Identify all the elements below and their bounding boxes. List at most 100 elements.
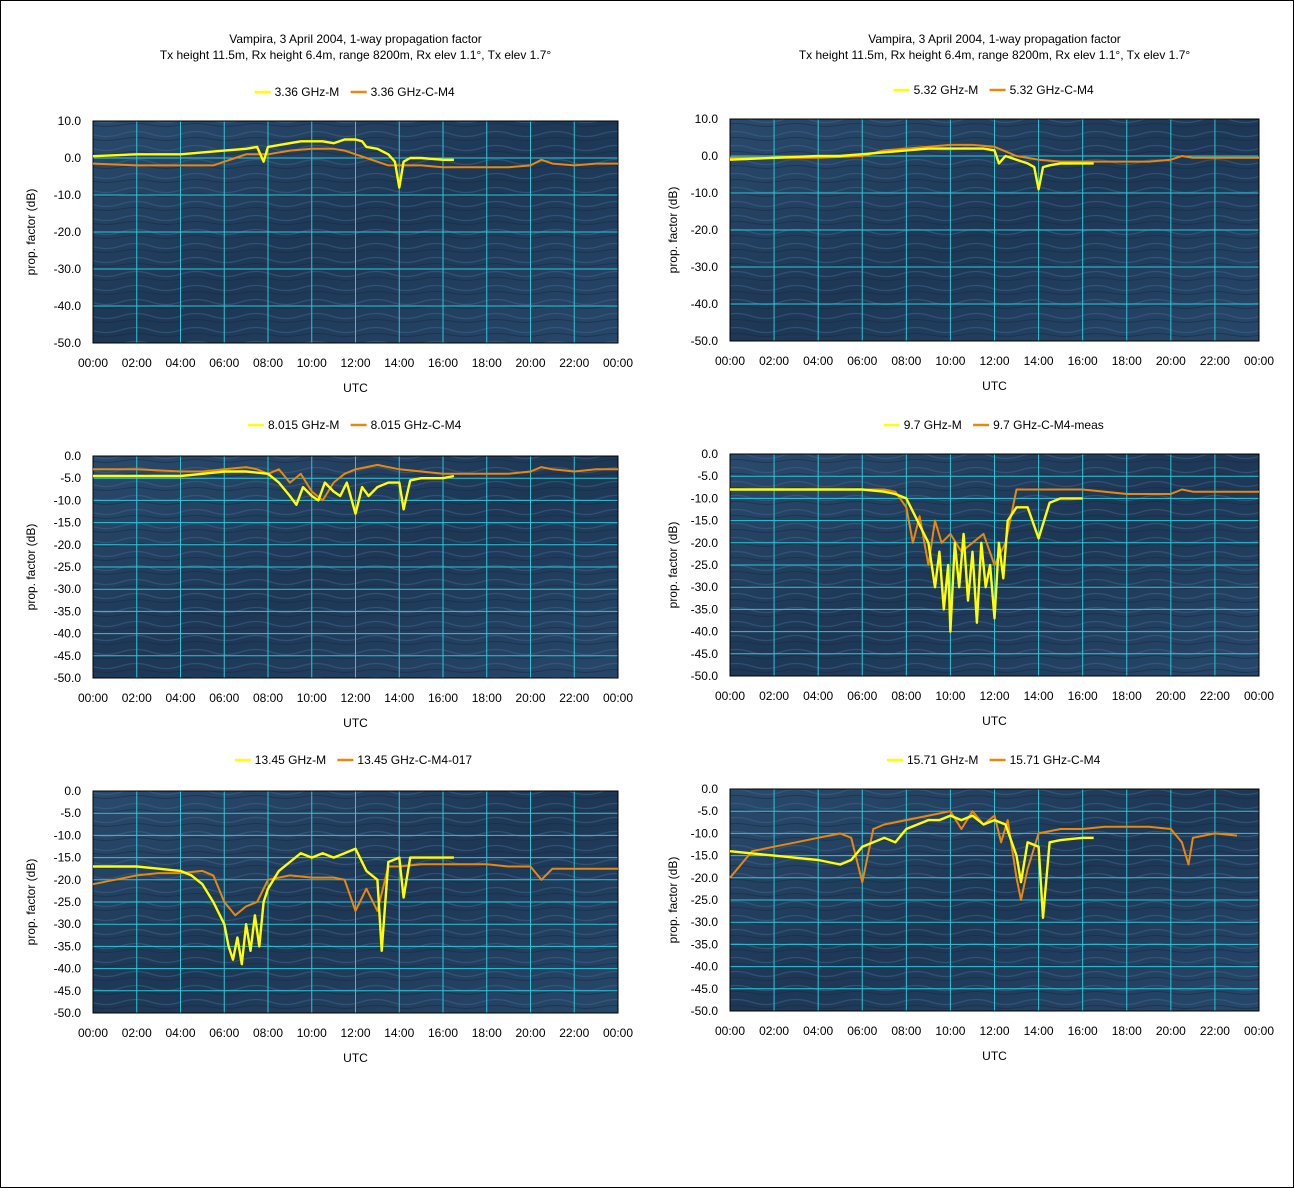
legend: 5.32 GHz-M 5.32 GHz-C-M4 [893,83,1094,97]
y-tick-label: -35.0 [691,937,719,951]
plot-frame [729,118,1260,342]
series-line-model [93,463,618,502]
y-tick-label: -40.0 [691,625,719,639]
legend-label-measured: 3.36 GHz-M [275,85,340,99]
x-tick-label: 20:00 [1156,689,1186,703]
y-axis-label: prop. factor (dB) [24,524,38,611]
y-tick-label: -50.0 [691,669,719,683]
chart-1: Vampira, 3 April 2004, 1-way propagation… [24,32,633,395]
series-line-model [92,147,618,169]
y-tick-label: 0.0 [64,449,81,463]
x-tick-label: 12:00 [979,354,1009,368]
plot-frame [729,788,1260,1012]
legend: 13.45 GHz-M 13.45 GHz-C-M4-017 [234,753,472,767]
x-axis-label: UTC [982,1049,1007,1063]
x-tick-label: 22:00 [1200,689,1230,703]
legend-label-model: 9.7 GHz-C-M4-meas [993,418,1104,432]
x-tick-label: 20:00 [1156,1024,1186,1038]
chart-2: Vampira, 3 April 2004, 1-way propagation… [666,32,1274,393]
y-axis-label: prop. factor (dB) [666,522,680,609]
x-tick-label: 00:00 [1244,689,1274,703]
y-tick-label: -10.0 [54,828,82,842]
y-tick-label: -25.0 [54,895,82,909]
plot-frame [729,453,1260,677]
x-tick-label: 08:00 [891,689,921,703]
x-tick-label: 14:00 [1024,354,1054,368]
x-tick-label: 10:00 [297,1026,327,1040]
y-tick-label: -15.0 [691,849,719,863]
x-tick-label: 14:00 [384,691,414,705]
x-tick-label: 22:00 [559,691,589,705]
legend-label-measured: 5.32 GHz-M [914,83,979,97]
y-tick-label: -15.0 [54,516,82,530]
legend-label-model: 13.45 GHz-C-M4-017 [357,753,472,767]
y-tick-label: -35.0 [691,602,719,616]
x-tick-label: 12:00 [340,1026,370,1040]
x-tick-label: 06:00 [209,1026,239,1040]
legend-label-measured: 8.015 GHz-M [268,418,339,432]
x-tick-label: 06:00 [209,691,239,705]
y-tick-label: -50.0 [54,1006,82,1020]
x-tick-label: 02:00 [759,1024,789,1038]
x-tick-label: 04:00 [803,1024,833,1038]
x-tick-label: 22:00 [559,356,589,370]
y-tick-label: -25.0 [54,560,82,574]
y-tick-label: -40.0 [54,627,82,641]
x-axis-label: UTC [343,716,368,730]
x-tick-label: 02:00 [122,356,152,370]
series-line-model [92,863,618,917]
series-line-measured [729,814,1094,919]
series-line-model [730,488,1259,566]
x-tick-label: 22:00 [559,1026,589,1040]
x-tick-label: 22:00 [1200,354,1230,368]
y-tick-label: -20.0 [691,536,719,550]
series-line-measured [729,147,1094,191]
x-tick-label: 06:00 [847,354,877,368]
legend-label-model: 8.015 GHz-C-M4 [371,418,462,432]
x-tick-label: 18:00 [472,1026,502,1040]
chart-subtitle: Tx height 11.5m, Rx height 6.4m, range 8… [799,48,1191,62]
x-tick-label: 20:00 [515,691,545,705]
x-tick-label: 10:00 [297,356,327,370]
x-tick-label: 16:00 [428,691,458,705]
y-tick-label: -10.0 [54,188,82,202]
x-tick-label: 00:00 [1244,354,1274,368]
x-axis-label: UTC [982,714,1007,728]
x-tick-label: 12:00 [979,689,1009,703]
y-tick-label: 0.0 [701,447,718,461]
y-axis-label: prop. factor (dB) [666,857,680,944]
x-tick-label: 02:00 [122,691,152,705]
plot-frame [92,790,619,1014]
x-axis-label: UTC [982,379,1007,393]
x-tick-label: 14:00 [1024,689,1054,703]
x-tick-label: 16:00 [1068,689,1098,703]
x-tick-label: 20:00 [515,356,545,370]
y-tick-label: -45.0 [691,982,719,996]
y-tick-label: -50.0 [54,671,82,685]
y-tick-label: -20.0 [691,223,719,237]
x-tick-label: 14:00 [384,1026,414,1040]
legend: 8.015 GHz-M 8.015 GHz-C-M4 [248,418,462,432]
y-tick-label: -5.0 [60,471,81,485]
x-tick-label: 16:00 [1068,354,1098,368]
y-tick-label: -10.0 [691,186,719,200]
legend: 3.36 GHz-M 3.36 GHz-C-M4 [254,85,455,99]
x-tick-label: 20:00 [515,1026,545,1040]
y-tick-label: -25.0 [691,558,719,572]
x-tick-label: 08:00 [253,1026,283,1040]
y-tick-label: 0.0 [64,784,81,798]
x-tick-label: 06:00 [847,1024,877,1038]
x-tick-label: 00:00 [603,356,633,370]
x-tick-label: 00:00 [78,691,108,705]
x-tick-label: 18:00 [472,691,502,705]
series-line-measured [92,138,454,189]
y-tick-label: -15.0 [54,851,82,865]
legend-label-model: 3.36 GHz-C-M4 [371,85,455,99]
y-tick-label: -50.0 [691,1004,719,1018]
x-tick-label: 00:00 [715,689,745,703]
x-tick-label: 00:00 [78,356,108,370]
chart-3: 8.015 GHz-M 8.015 GHz-C-M4 0.0 -5.0 -10.0 -15… [24,418,633,730]
y-tick-label: -20.0 [54,873,82,887]
x-tick-label: 04:00 [803,354,833,368]
x-tick-label: 00:00 [715,1024,745,1038]
